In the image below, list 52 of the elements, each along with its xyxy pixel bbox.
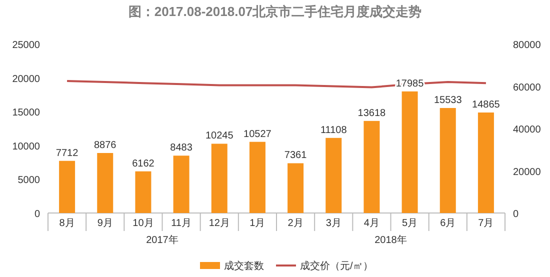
text: 2017年 bbox=[146, 234, 178, 246]
x-tick-label: 1月 bbox=[250, 218, 266, 229]
data-label: 10527 bbox=[244, 128, 272, 140]
data-label: 10245 bbox=[205, 130, 234, 142]
y-tick-label: 15000 bbox=[12, 108, 40, 119]
data-label: 13618 bbox=[358, 108, 386, 119]
data-label: 8483 bbox=[170, 142, 193, 154]
bar bbox=[173, 156, 190, 213]
y-tick-label: 25000 bbox=[12, 40, 40, 51]
y-tick-label: 20000 bbox=[12, 74, 40, 85]
bar bbox=[364, 120, 380, 213]
bar bbox=[97, 153, 114, 213]
data-label: 7712 bbox=[56, 148, 79, 159]
data-label: 14865 bbox=[472, 100, 500, 111]
bar bbox=[135, 171, 152, 213]
bar bbox=[402, 91, 418, 213]
x-tick-label: 4月 bbox=[364, 218, 380, 229]
bar bbox=[211, 144, 228, 213]
x-tick-label: 7月 bbox=[478, 218, 494, 229]
x-tick-label: 2月 bbox=[288, 218, 304, 229]
bar bbox=[249, 142, 266, 213]
x-tick-label: 12月 bbox=[208, 218, 230, 229]
x-tick-label: 5月 bbox=[402, 218, 418, 229]
x-tick-label: 11月 bbox=[171, 218, 192, 229]
legend-label: 成交价（元/㎡） bbox=[300, 260, 373, 272]
y-tick-label: 10000 bbox=[12, 141, 40, 152]
data-label: 6162 bbox=[132, 158, 155, 170]
x-tick-label: 9月 bbox=[97, 218, 113, 229]
data-label: 8876 bbox=[94, 140, 117, 151]
x-tick-label: 10月 bbox=[132, 218, 154, 229]
bar bbox=[478, 112, 494, 213]
y2-tick-label: 0 bbox=[513, 209, 519, 220]
x-tick-label: 6月 bbox=[440, 218, 456, 229]
bar bbox=[326, 138, 342, 213]
y2-tick-label: 60000 bbox=[513, 82, 542, 94]
bar bbox=[440, 108, 456, 213]
data-label: 15533 bbox=[434, 94, 462, 106]
chart-title: 图：2017.08-2018.07北京市二手住宅月度成交走势 bbox=[128, 4, 422, 19]
legend-label: 成交套数 bbox=[224, 260, 264, 272]
y2-tick-label: 20000 bbox=[513, 166, 542, 178]
bar bbox=[288, 163, 304, 213]
text: 2018年 bbox=[374, 234, 407, 246]
data-label: 11108 bbox=[320, 124, 348, 136]
bar bbox=[59, 160, 76, 213]
line-series bbox=[66, 80, 487, 88]
y2-tick-label: 40000 bbox=[513, 124, 542, 136]
x-tick-label: 3月 bbox=[326, 218, 342, 229]
data-label: 7361 bbox=[284, 150, 308, 162]
y-tick-label: 5000 bbox=[18, 175, 40, 186]
x-tick-label: 8月 bbox=[59, 218, 75, 229]
y-tick-label: 0 bbox=[34, 209, 40, 220]
y2-tick-label: 80000 bbox=[513, 40, 542, 51]
